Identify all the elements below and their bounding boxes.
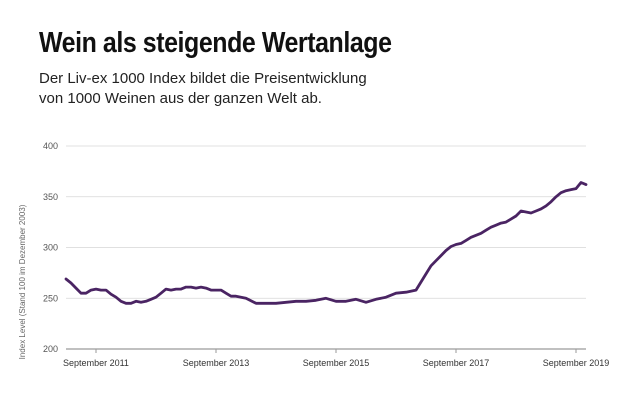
x-tick-label: September 2011: [63, 358, 129, 368]
grid-lines: [66, 145, 586, 350]
y-tick-label: 300: [43, 243, 58, 253]
x-tick-label: September 2019: [543, 358, 610, 368]
series-lines: [64, 181, 588, 305]
series-line: [64, 181, 588, 305]
x-axis-ticks: September 2011 September 2013 September 20…: [63, 349, 609, 368]
subtitle-line-1: Der Liv-ex 1000 Index bildet die Preisen…: [39, 70, 367, 87]
x-tick-label: September 2017: [423, 358, 490, 368]
x-tick-label: September 2015: [303, 358, 370, 368]
chart-title: Wein als steigende Wertanlage: [39, 27, 392, 59]
y-axis-label: Index Level (Stand 100 im Dezember 2003): [18, 204, 27, 359]
y-axis-ticks: 200 250 300 350 400: [43, 141, 58, 354]
y-tick-label: 250: [43, 293, 58, 303]
y-tick-label: 200: [43, 344, 58, 354]
y-tick-label: 350: [43, 192, 58, 202]
x-tick-label: September 2013: [183, 358, 250, 368]
y-tick-label: 400: [43, 141, 58, 151]
subtitle-line-2: von 1000 Weinen aus der ganzen Welt ab.: [39, 90, 322, 107]
chart-subtitle: Der Liv-ex 1000 Index bildet die Preisen…: [39, 69, 367, 109]
